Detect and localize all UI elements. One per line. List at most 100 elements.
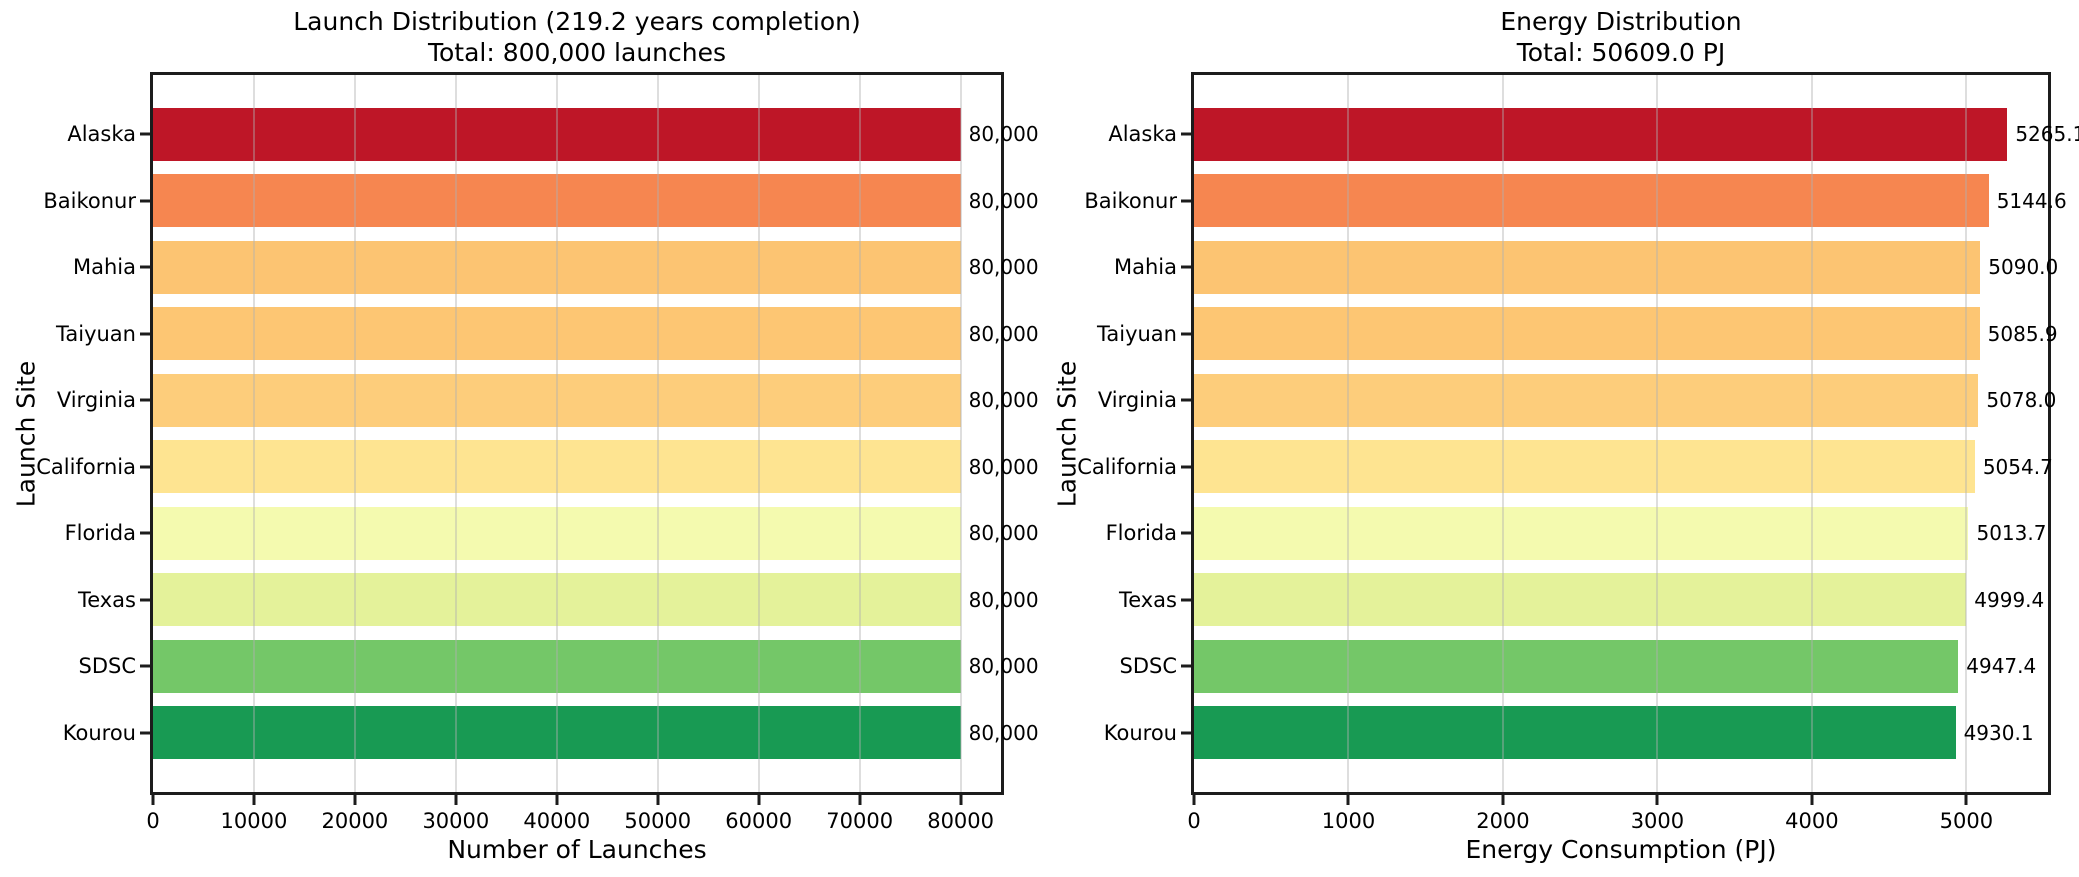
y-tick-mark [140,398,150,402]
bar-texas [153,573,961,627]
bar-florida [153,506,961,560]
gridline [555,75,558,792]
gridline [757,75,760,792]
y-tick-label: Baikonur [43,188,136,213]
y-tick-mark [1181,132,1191,136]
y-tick-label: California [36,454,136,479]
x-axis-label: Energy Consumption (PJ) [1465,835,1777,864]
bar-value-label: 80,000 [968,255,1039,280]
bar-value-label: 4999.4 [1974,587,2045,612]
y-tick-mark [140,664,150,668]
chart-title-line1: Launch Distribution (219.2 years complet… [293,7,861,36]
x-tick-mark [252,795,256,805]
bar-value-label: 80,000 [968,122,1039,147]
x-tick-label: 30000 [422,809,490,833]
x-axis-label: Number of Launches [447,835,707,864]
y-tick-label: Alaska [1108,122,1177,147]
bar-value-label: 80,000 [968,521,1039,546]
gridline [1965,75,1968,792]
bar-value-label: 80,000 [968,720,1039,745]
x-tick-label: 80000 [927,809,995,833]
bar-value-label: 80,000 [968,188,1039,213]
bar-value-label: 80,000 [968,654,1039,679]
bar-kourou [1194,706,1956,760]
x-tick-label: 20000 [321,809,389,833]
bar-sdsc [153,639,961,693]
x-tick-mark [1964,795,1968,805]
gridline [1501,75,1504,792]
y-tick-mark [140,265,150,269]
y-tick-label: Taiyuan [56,321,136,346]
x-tick-mark [858,795,862,805]
bar-mahia [1194,240,1981,294]
chart-title-line2: Total: 50609.0 PJ [1516,38,1726,67]
bar-mahia [153,240,961,294]
chart-title: Energy Distribution Total: 50609.0 PJ [1191,6,2051,68]
plot-area: 5265.1 5144.6 5090.0 5085.9 5078.0 5054.7 5013… [1077,72,2079,833]
bar-virginia [1194,373,1979,427]
bar-baikonur [1194,174,1989,228]
y-tick-label: Virginia [1097,388,1177,413]
y-tick-label: Florida [1105,521,1177,546]
bar-value-label: 4930.1 [1963,720,2034,745]
x-tick-label: 2000 [1476,809,1530,833]
gridline [858,75,861,792]
bar-value-label: 80,000 [968,388,1039,413]
bar-value-label: 80,000 [968,454,1039,479]
bar-taiyuan [153,307,961,361]
y-tick-mark [140,132,150,136]
x-tick-label: 70000 [826,809,894,833]
x-tick-mark [1501,795,1505,805]
bar-value-label: 5013.7 [1976,521,2047,546]
y-tick-label: SDSC [1119,654,1178,679]
x-tick-mark [1192,795,1196,805]
y-tick-mark [1181,199,1191,203]
x-tick-label: 3000 [1630,809,1685,833]
chart-title: Launch Distribution (219.2 years complet… [150,6,1004,68]
x-tick-label: 1000 [1321,809,1376,833]
bar-california [153,440,961,494]
y-tick-mark [1181,332,1191,336]
y-tick-mark [1181,598,1191,602]
x-tick-mark [353,795,357,805]
bar-texas [1194,573,1967,627]
x-tick-mark [656,795,660,805]
x-tick-mark [1810,795,1814,805]
y-tick-mark [140,598,150,602]
x-tick-label: 10000 [220,809,288,833]
bar-value-label: 5144.6 [1996,188,2067,213]
x-tick-label: 5000 [1939,809,1994,833]
y-tick-label: Baikonur [1084,188,1177,213]
x-tick-label: 40000 [523,809,591,833]
y-tick-label: Kourou [1103,720,1177,745]
x-tick-label: 0 [1187,809,1201,833]
y-tick-label: California [1077,454,1177,479]
bar-alaska [1194,107,2008,161]
bar-alaska [153,107,961,161]
x-tick-mark [959,795,963,805]
y-tick-label: Mahia [1114,255,1177,280]
bar-florida [1194,506,1969,560]
gridline [454,75,457,792]
x-tick-label: 60000 [725,809,793,833]
y-tick-mark [1181,664,1191,668]
bar-value-label: 80,000 [968,321,1039,346]
y-tick-mark [140,531,150,535]
bar-baikonur [153,174,961,228]
bar-taiyuan [1194,307,1980,361]
x-tick-label: 50000 [624,809,692,833]
gridline [353,75,356,792]
y-tick-mark [1181,265,1191,269]
y-tick-label: Mahia [73,255,136,280]
bar-value-label: 4947.4 [1966,654,2037,679]
y-tick-mark [140,731,150,735]
bar-virginia [153,373,961,427]
plot-area: 80,000 80,000 80,000 80,000 80,000 80,000 80,0… [36,72,1039,833]
bar-value-label: 5054.7 [1982,454,2053,479]
x-tick-label: 4000 [1785,809,1839,833]
y-tick-label: Virginia [56,388,136,413]
y-tick-mark [1181,398,1191,402]
x-tick-mark [1346,795,1350,805]
